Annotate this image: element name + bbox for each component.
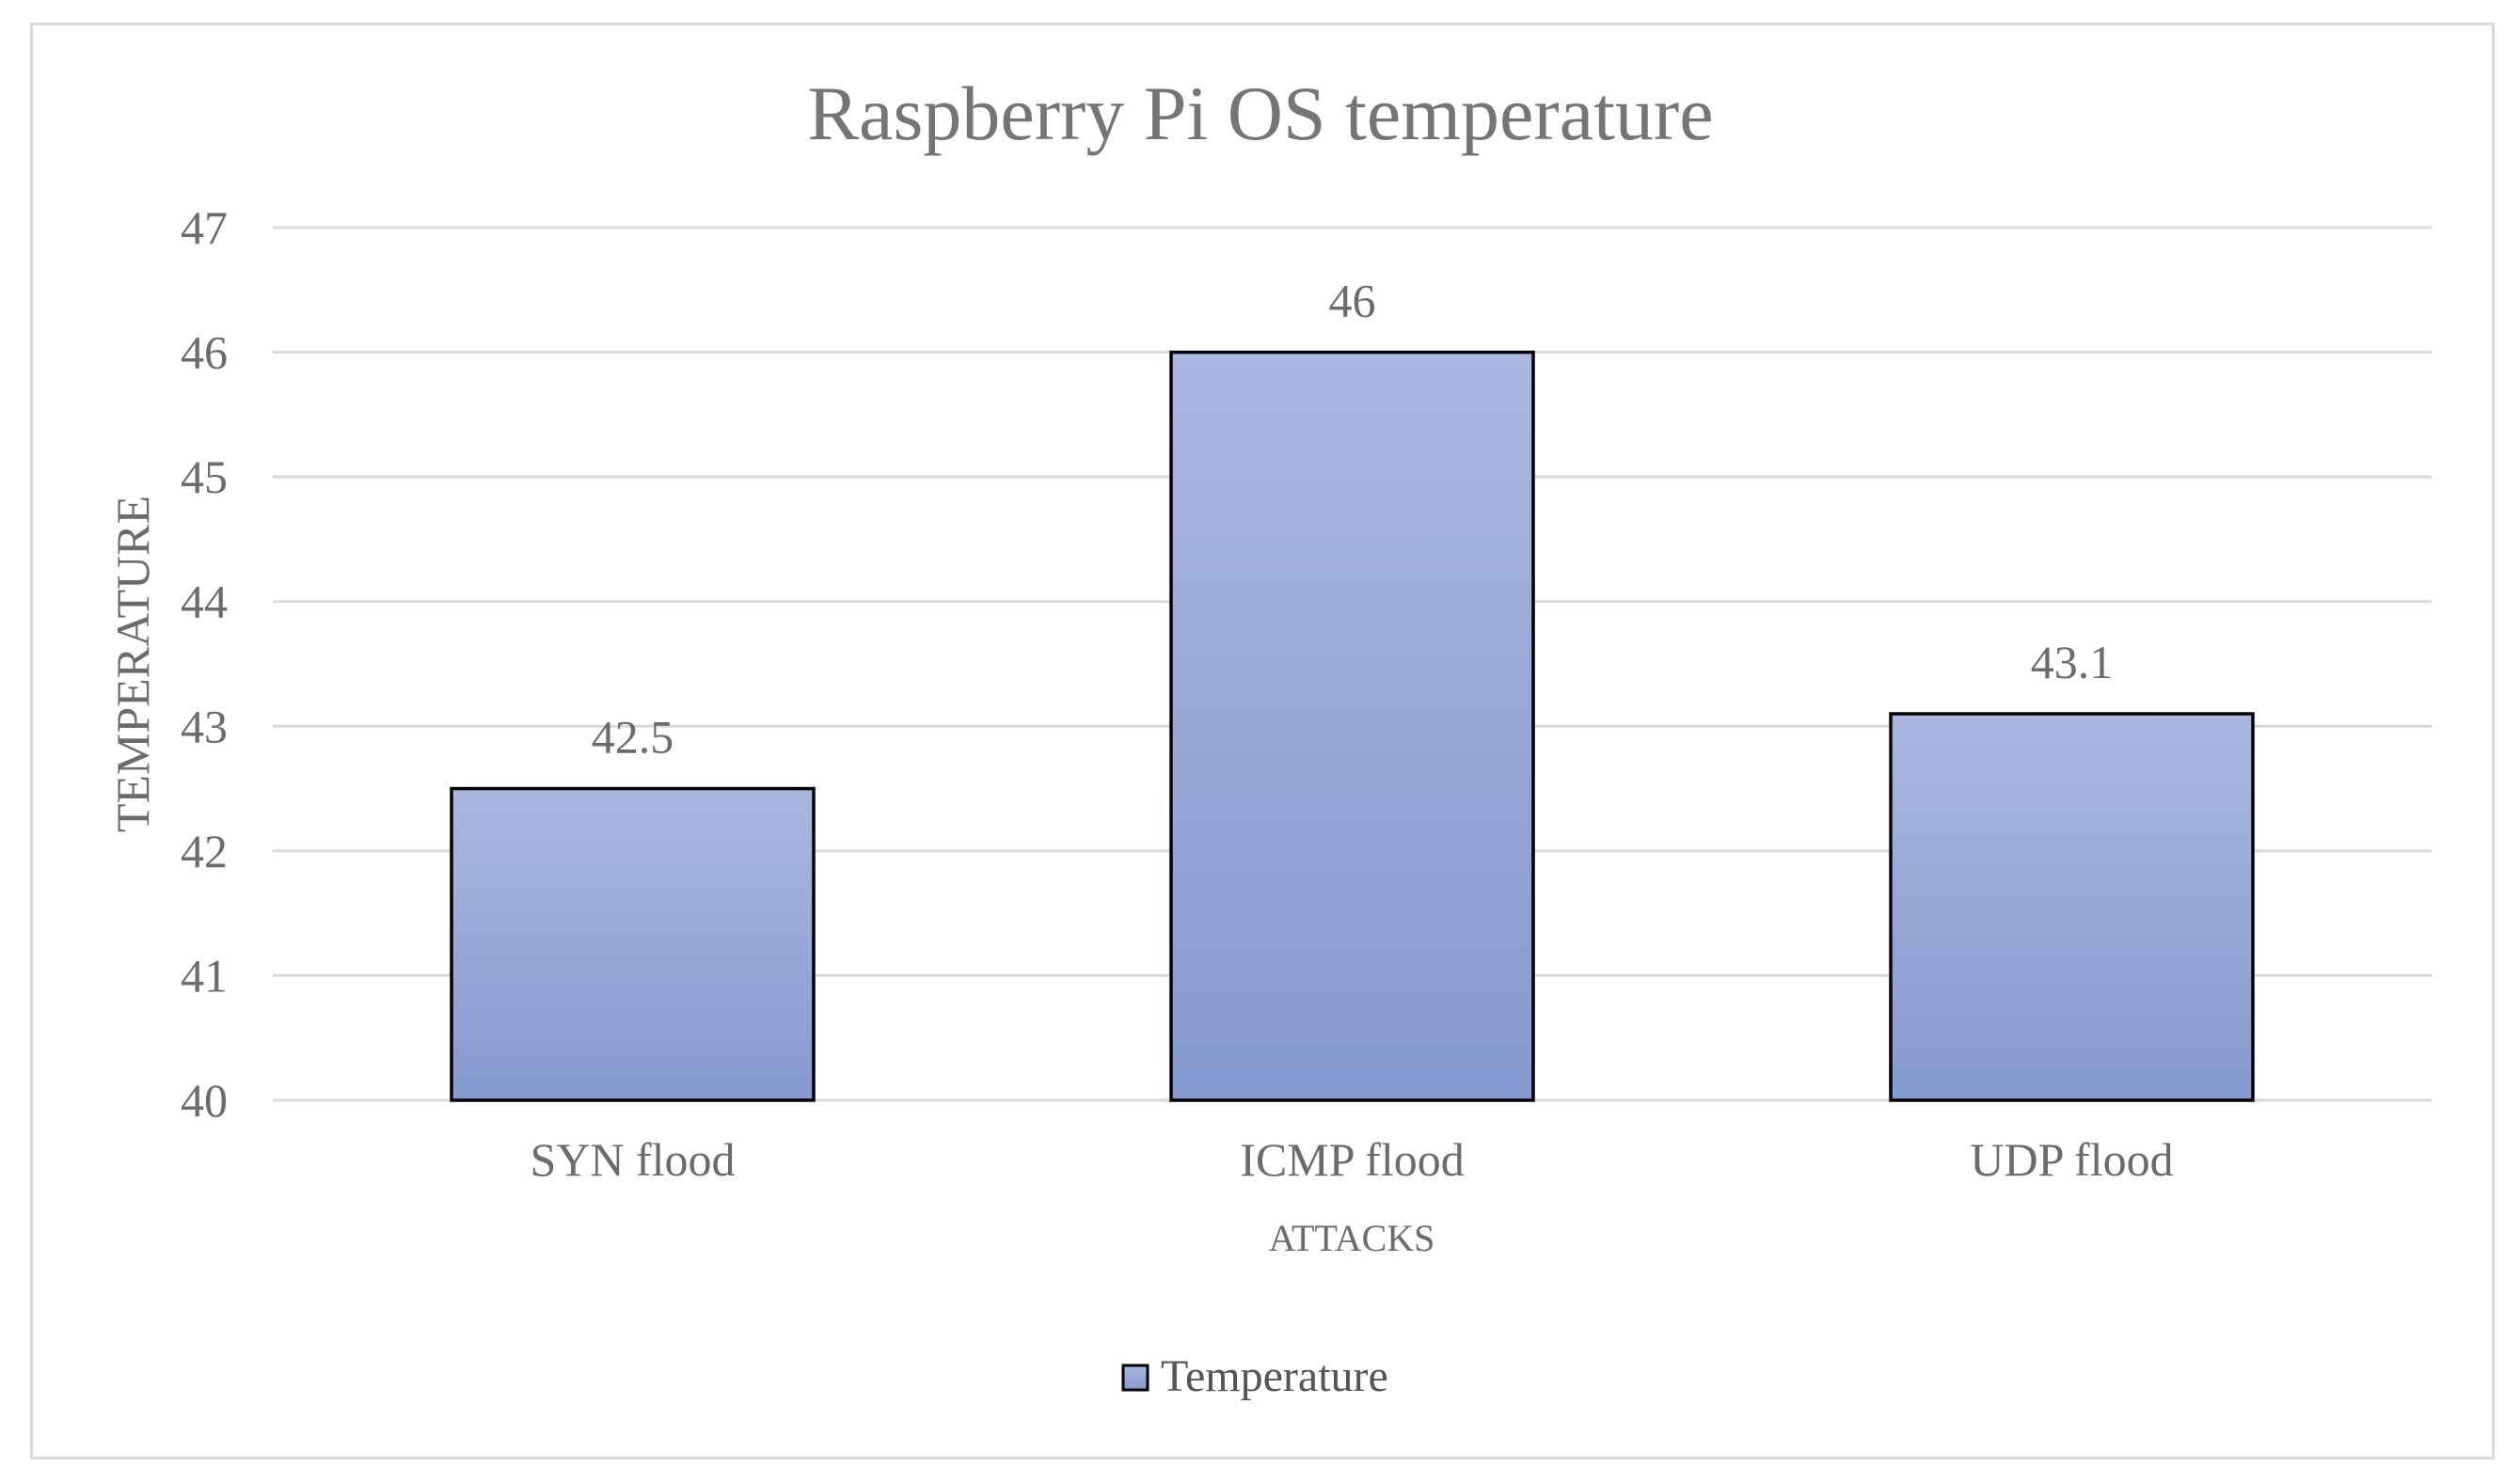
bar-udp-flood — [1889, 712, 2255, 1102]
y-tick-label: 40 — [181, 1074, 228, 1127]
bar-syn-flood — [450, 786, 816, 1102]
x-axis-ticks: SYN flood ICMP flood UDP flood — [530, 1133, 2173, 1186]
y-axis-title: TEMPERATURE — [106, 496, 159, 832]
y-tick-label: 42 — [181, 825, 228, 877]
y-tick-label: 47 — [181, 201, 228, 254]
y-tick-label: 46 — [181, 326, 228, 379]
data-labels: 42.5 46 43.1 — [592, 275, 2114, 764]
data-label: 42.5 — [592, 711, 674, 764]
bars — [450, 350, 2255, 1102]
y-tick-label: 43 — [181, 700, 228, 752]
x-tick-label: ICMP flood — [1240, 1133, 1464, 1186]
chart-title: Raspberry Pi OS temperature — [807, 71, 1713, 156]
x-tick-label: SYN flood — [530, 1133, 735, 1186]
legend-swatch — [1121, 1364, 1149, 1392]
bar-icmp-flood — [1169, 350, 1535, 1102]
y-tick-label: 41 — [181, 949, 228, 1002]
x-axis-title: ATTACKS — [1269, 1217, 1435, 1259]
legend: Temperature — [1121, 1351, 1388, 1401]
y-axis-ticks: 40 41 42 43 44 45 46 47 — [181, 201, 228, 1127]
legend-label: Temperature — [1161, 1351, 1388, 1401]
y-tick-label: 44 — [181, 576, 228, 628]
data-label: 43.1 — [2031, 636, 2114, 688]
data-label: 46 — [1329, 275, 1376, 327]
x-tick-label: UDP flood — [1970, 1133, 2173, 1186]
y-tick-label: 45 — [181, 450, 228, 503]
